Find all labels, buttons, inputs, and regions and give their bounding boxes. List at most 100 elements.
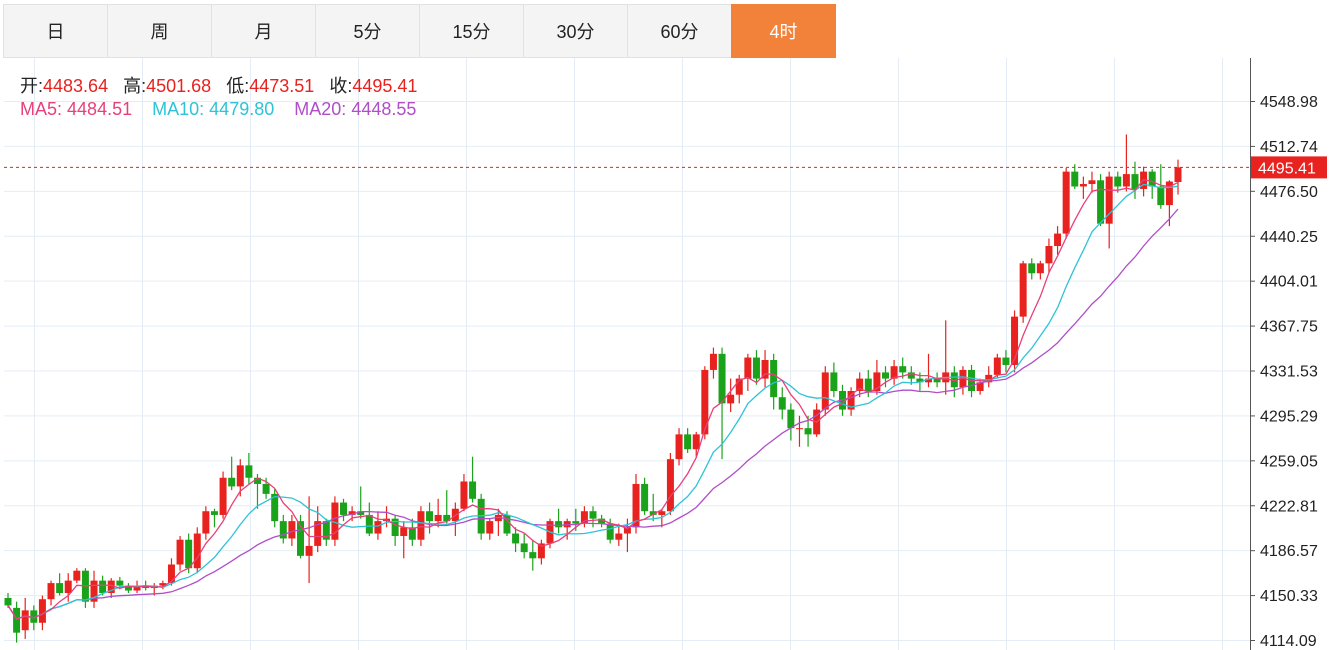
- candle-body: [606, 523, 614, 540]
- tab-60分[interactable]: 60分: [627, 4, 732, 58]
- candle-body: [512, 533, 520, 544]
- candle-body: [658, 511, 666, 515]
- candle-body: [529, 552, 537, 559]
- candle-body: [752, 357, 760, 379]
- candle-body: [1045, 245, 1053, 264]
- tab-月[interactable]: 月: [211, 4, 316, 58]
- high-value: 4501.68: [146, 76, 212, 96]
- candle-body: [873, 372, 881, 391]
- candle-body: [64, 580, 72, 594]
- candle-body: [1062, 171, 1070, 234]
- candle-body: [632, 483, 640, 528]
- y-tick-label: 4222.81: [1260, 498, 1318, 515]
- candle-body: [1105, 176, 1113, 224]
- y-tick-label: 4404.01: [1260, 274, 1318, 291]
- candle-body: [727, 394, 735, 404]
- candle-body: [778, 397, 786, 410]
- y-tick-label: 4476.50: [1260, 184, 1318, 201]
- candle-body: [1097, 180, 1105, 224]
- y-tick-label: 4259.05: [1260, 453, 1318, 470]
- candle-body: [271, 493, 279, 522]
- tab-周[interactable]: 周: [107, 4, 212, 58]
- ma10-line: [7, 183, 1179, 620]
- open-value: 4483.64: [43, 76, 109, 96]
- candle-body: [985, 374, 993, 383]
- candle-body: [236, 465, 244, 487]
- candle-body: [133, 585, 141, 591]
- candle-body: [821, 372, 829, 410]
- candle-body: [761, 360, 769, 379]
- candle-body: [365, 514, 373, 534]
- candle-body: [1028, 263, 1036, 274]
- candle-body: [210, 511, 218, 515]
- y-tick-label: 4367.75: [1260, 319, 1318, 336]
- candle-body: [331, 502, 339, 540]
- candle-body: [305, 545, 313, 556]
- candle-body: [408, 527, 416, 540]
- candle-body: [882, 372, 889, 379]
- candle-body: [426, 511, 434, 522]
- candle-body: [124, 585, 132, 591]
- high-label: 高:: [123, 76, 147, 96]
- candle-body: [589, 511, 597, 519]
- candle-body: [1157, 186, 1165, 206]
- candle-body: [830, 372, 838, 391]
- candle-body: [30, 610, 38, 623]
- tab-5分[interactable]: 5分: [315, 4, 420, 58]
- ma20-label: MA20:: [294, 99, 347, 119]
- candle-body: [116, 580, 124, 586]
- ma5-label: MA5:: [20, 99, 63, 119]
- candle-body: [1122, 174, 1130, 187]
- y-tick-label: 4114.09: [1260, 633, 1317, 650]
- candle-body: [400, 527, 408, 537]
- candle-body: [297, 521, 304, 556]
- low-label: 低:: [226, 76, 250, 96]
- y-tick-label: 4331.53: [1260, 364, 1318, 381]
- candle-body: [856, 378, 864, 391]
- candle-body: [976, 382, 984, 391]
- candle-body: [443, 514, 451, 522]
- y-tick-label: 4548.98: [1260, 94, 1318, 111]
- candle-body: [486, 521, 494, 534]
- candle-body: [1036, 263, 1044, 274]
- candle-body: [1088, 180, 1096, 185]
- candle-body: [391, 518, 399, 537]
- candle-body: [13, 607, 21, 633]
- candle-body: [1174, 167, 1182, 182]
- candle-body: [469, 481, 477, 499]
- candle-body: [907, 372, 915, 379]
- candle-body: [228, 477, 236, 487]
- ma5-value: 4484.51: [67, 99, 133, 119]
- candle-body: [176, 539, 184, 565]
- candle-body: [4, 597, 12, 606]
- ma20-line: [7, 208, 1179, 620]
- y-tick-label: 4512.74: [1260, 139, 1318, 156]
- candle-body: [916, 378, 924, 383]
- candle-body: [1011, 316, 1019, 365]
- candle-body: [804, 428, 812, 435]
- candle-body: [1114, 176, 1122, 187]
- candle-body: [253, 477, 261, 484]
- tab-30分[interactable]: 30分: [523, 4, 628, 58]
- candle-body: [434, 514, 442, 522]
- candle-body: [279, 521, 287, 539]
- candle-body: [890, 366, 898, 379]
- candle-body: [314, 521, 322, 546]
- tab-4时[interactable]: 4时: [731, 4, 836, 58]
- candle-body: [993, 357, 1001, 375]
- candle-body: [641, 483, 649, 512]
- candle-body: [348, 511, 356, 515]
- candle-body: [167, 564, 175, 584]
- last-price-badge: [1251, 156, 1327, 179]
- candle-body: [245, 465, 253, 478]
- ma-info: MA5: 4484.51 MA10: 4479.80 MA20: 4448.55: [20, 99, 416, 120]
- candle-body: [374, 521, 382, 534]
- tab-15分[interactable]: 15分: [419, 4, 524, 58]
- y-tick-label: 4295.29: [1260, 408, 1318, 425]
- candle-body: [1071, 171, 1079, 187]
- candle-body: [795, 428, 803, 430]
- candle-body: [744, 357, 752, 379]
- tab-日[interactable]: 日: [3, 4, 108, 58]
- candle-body: [262, 483, 270, 494]
- candle-body: [1131, 174, 1139, 189]
